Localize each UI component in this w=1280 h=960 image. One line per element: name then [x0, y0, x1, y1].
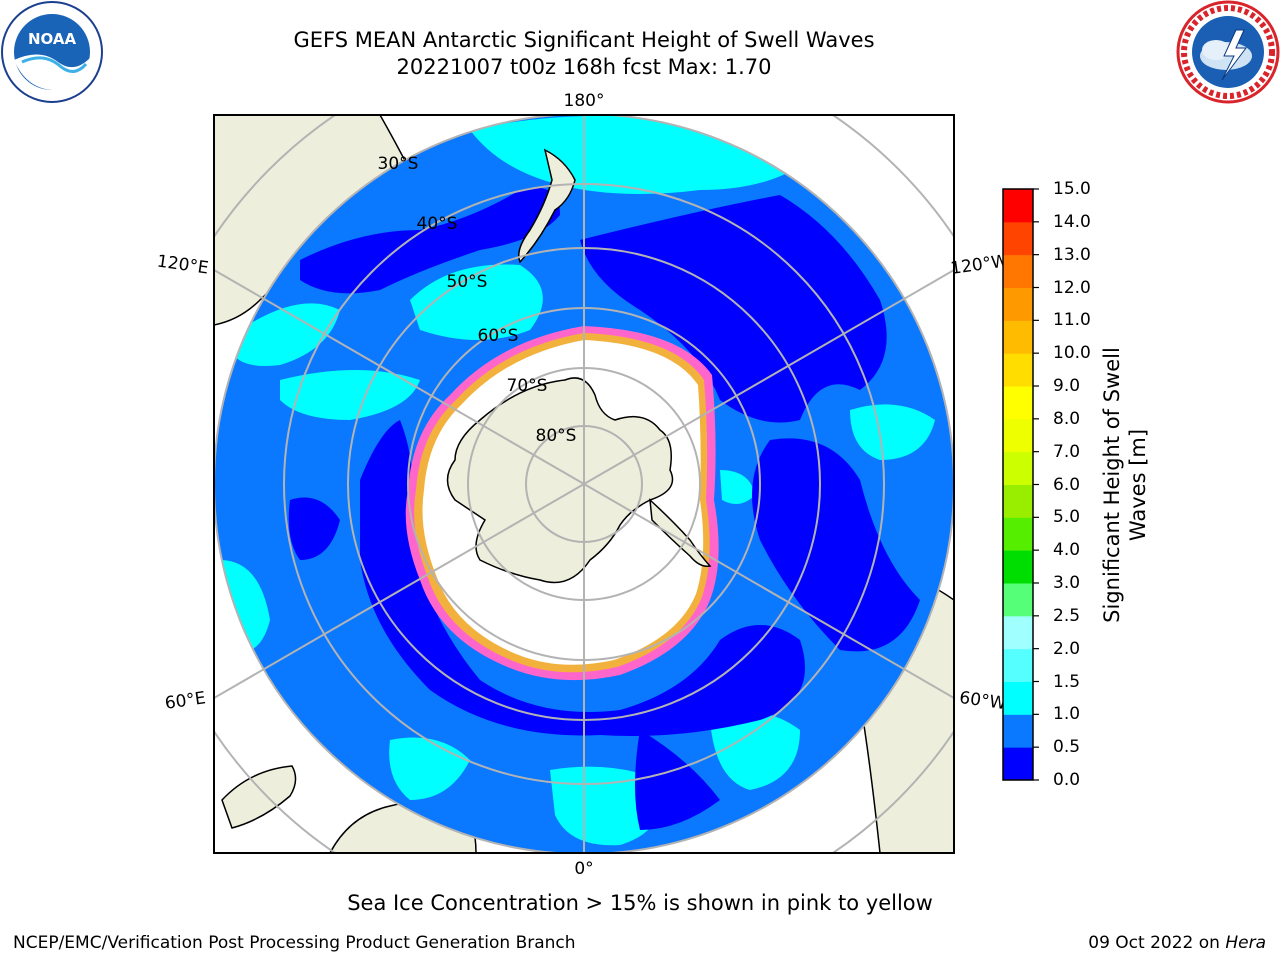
- nws-logo: [1176, 0, 1280, 104]
- lat-label: 80°S: [536, 426, 577, 446]
- colorbar-swatch: [1003, 615, 1033, 650]
- caption: Sea Ice Concentration > 15% is shown in …: [347, 891, 933, 915]
- footer-host: Hera: [1225, 933, 1266, 953]
- colorbar-swatch: [1003, 320, 1033, 354]
- lat-label: 70°S: [507, 376, 548, 396]
- lon-label-lower-right: 60°W: [958, 688, 1007, 714]
- colorbar-tick-label: 15.0: [1053, 179, 1091, 199]
- cyan-patch: [850, 404, 935, 460]
- blue-zone: [580, 195, 887, 423]
- colorbar-ticks: [1033, 188, 1039, 781]
- blue-zone: [300, 187, 560, 294]
- colorbar-tick-label: 6.0: [1053, 474, 1081, 495]
- swell-field: [220, 115, 935, 846]
- colorbar-tick-label: 0.0: [1053, 770, 1081, 790]
- map-frame: [213, 114, 955, 854]
- lat-label: 40°S: [417, 214, 458, 234]
- noaa-logo-text: NOAA: [28, 30, 77, 48]
- colorbar-tick-label: 2.5: [1053, 605, 1081, 626]
- colorbar-swatch: [1003, 353, 1033, 387]
- lon-label-upper-right: 120°W: [949, 251, 1009, 279]
- antarctic-peninsula-land: [649, 498, 712, 568]
- colorbar-swatch: [1003, 517, 1033, 551]
- colorbar-swatch: [1003, 287, 1033, 321]
- lat-label: 60°S: [478, 326, 519, 346]
- lon-label-upper-left: 120°E: [156, 252, 210, 279]
- cyan-patch: [550, 766, 662, 846]
- cyan-patch: [230, 303, 340, 366]
- colorbar-swatch: [1003, 221, 1033, 256]
- lon-label-bottom: 0°: [574, 859, 593, 879]
- colorbar-swatch: [1003, 254, 1033, 288]
- blue-zone: [635, 730, 720, 830]
- colorbar-tick-label: 12.0: [1053, 277, 1091, 298]
- colorbar: [1003, 189, 1033, 781]
- colorbar-tick-label: 5.0: [1053, 507, 1081, 528]
- colorbar-tick-label: 2.0: [1053, 638, 1081, 659]
- footer-credit: NCEP/EMC/Verification Post Processing Pr…: [13, 933, 576, 953]
- colorbar-swatch: [1003, 189, 1033, 223]
- colorbar-swatch: [1003, 747, 1033, 781]
- lat-label: 50°S: [447, 272, 488, 292]
- graticule: [214, 115, 954, 853]
- colorbar-tick-label: 8.0: [1053, 408, 1081, 429]
- cyan-patch: [280, 370, 420, 420]
- colorbar-tick-label: 3.0: [1053, 573, 1081, 593]
- chart-title: GEFS MEAN Antarctic Significant Height o…: [293, 28, 875, 52]
- lon-label-top: 180°: [564, 91, 605, 111]
- lon-label-lower-left: 60°E: [164, 688, 207, 713]
- colorbar-tick-label: 13.0: [1053, 244, 1091, 265]
- colorbar-tick-label: 9.0: [1053, 376, 1081, 396]
- blue-zone: [752, 438, 920, 652]
- colorbar-tick-label: 11.0: [1053, 310, 1091, 331]
- colorbar-swatch: [1003, 386, 1033, 420]
- colorbar-swatch: [1003, 418, 1033, 453]
- colorbar-tick-label: 14.0: [1053, 211, 1091, 232]
- colorbar-label: Significant Height of Swell Waves [m]: [1100, 347, 1150, 623]
- colorbar-tick-label: 1.0: [1053, 704, 1081, 725]
- colorbar-tick-label: 4.0: [1053, 540, 1081, 561]
- colorbar-swatch: [1003, 648, 1033, 682]
- madagascar-land: [221, 765, 297, 829]
- colorbar-swatch: [1003, 583, 1033, 617]
- colorbar-swatch: [1003, 714, 1033, 748]
- blue-zone: [288, 497, 340, 560]
- colorbar-tick-label: 10.0: [1053, 343, 1091, 364]
- new-zealand-land: [518, 148, 576, 264]
- cyan-patch: [410, 264, 543, 340]
- blue-zone: [360, 420, 805, 736]
- colorbar-swatch: [1003, 451, 1033, 485]
- meridian-60e-120w: [214, 269, 954, 699]
- colorbar-tick-label: 0.5: [1053, 737, 1081, 758]
- chart-subtitle: 20221007 t00z 168h fcst Max: 1.70: [396, 55, 772, 79]
- cyan-patch: [710, 712, 800, 790]
- colorbar-swatch: [1003, 681, 1033, 715]
- colorbar-swatch: [1003, 484, 1033, 518]
- footer-date-text: 09 Oct 2022 on: [1088, 933, 1226, 953]
- colorbar-tick-label: 1.5: [1053, 671, 1081, 692]
- lat-label: 30°S: [378, 154, 419, 174]
- colorbar-swatch: [1003, 550, 1033, 584]
- noaa-logo: NOAA: [1, 1, 103, 103]
- colorbar-tick-label: 7.0: [1053, 441, 1081, 462]
- cyan-patch: [720, 470, 755, 504]
- footer-date: 09 Oct 2022 on Hera: [1088, 932, 1266, 954]
